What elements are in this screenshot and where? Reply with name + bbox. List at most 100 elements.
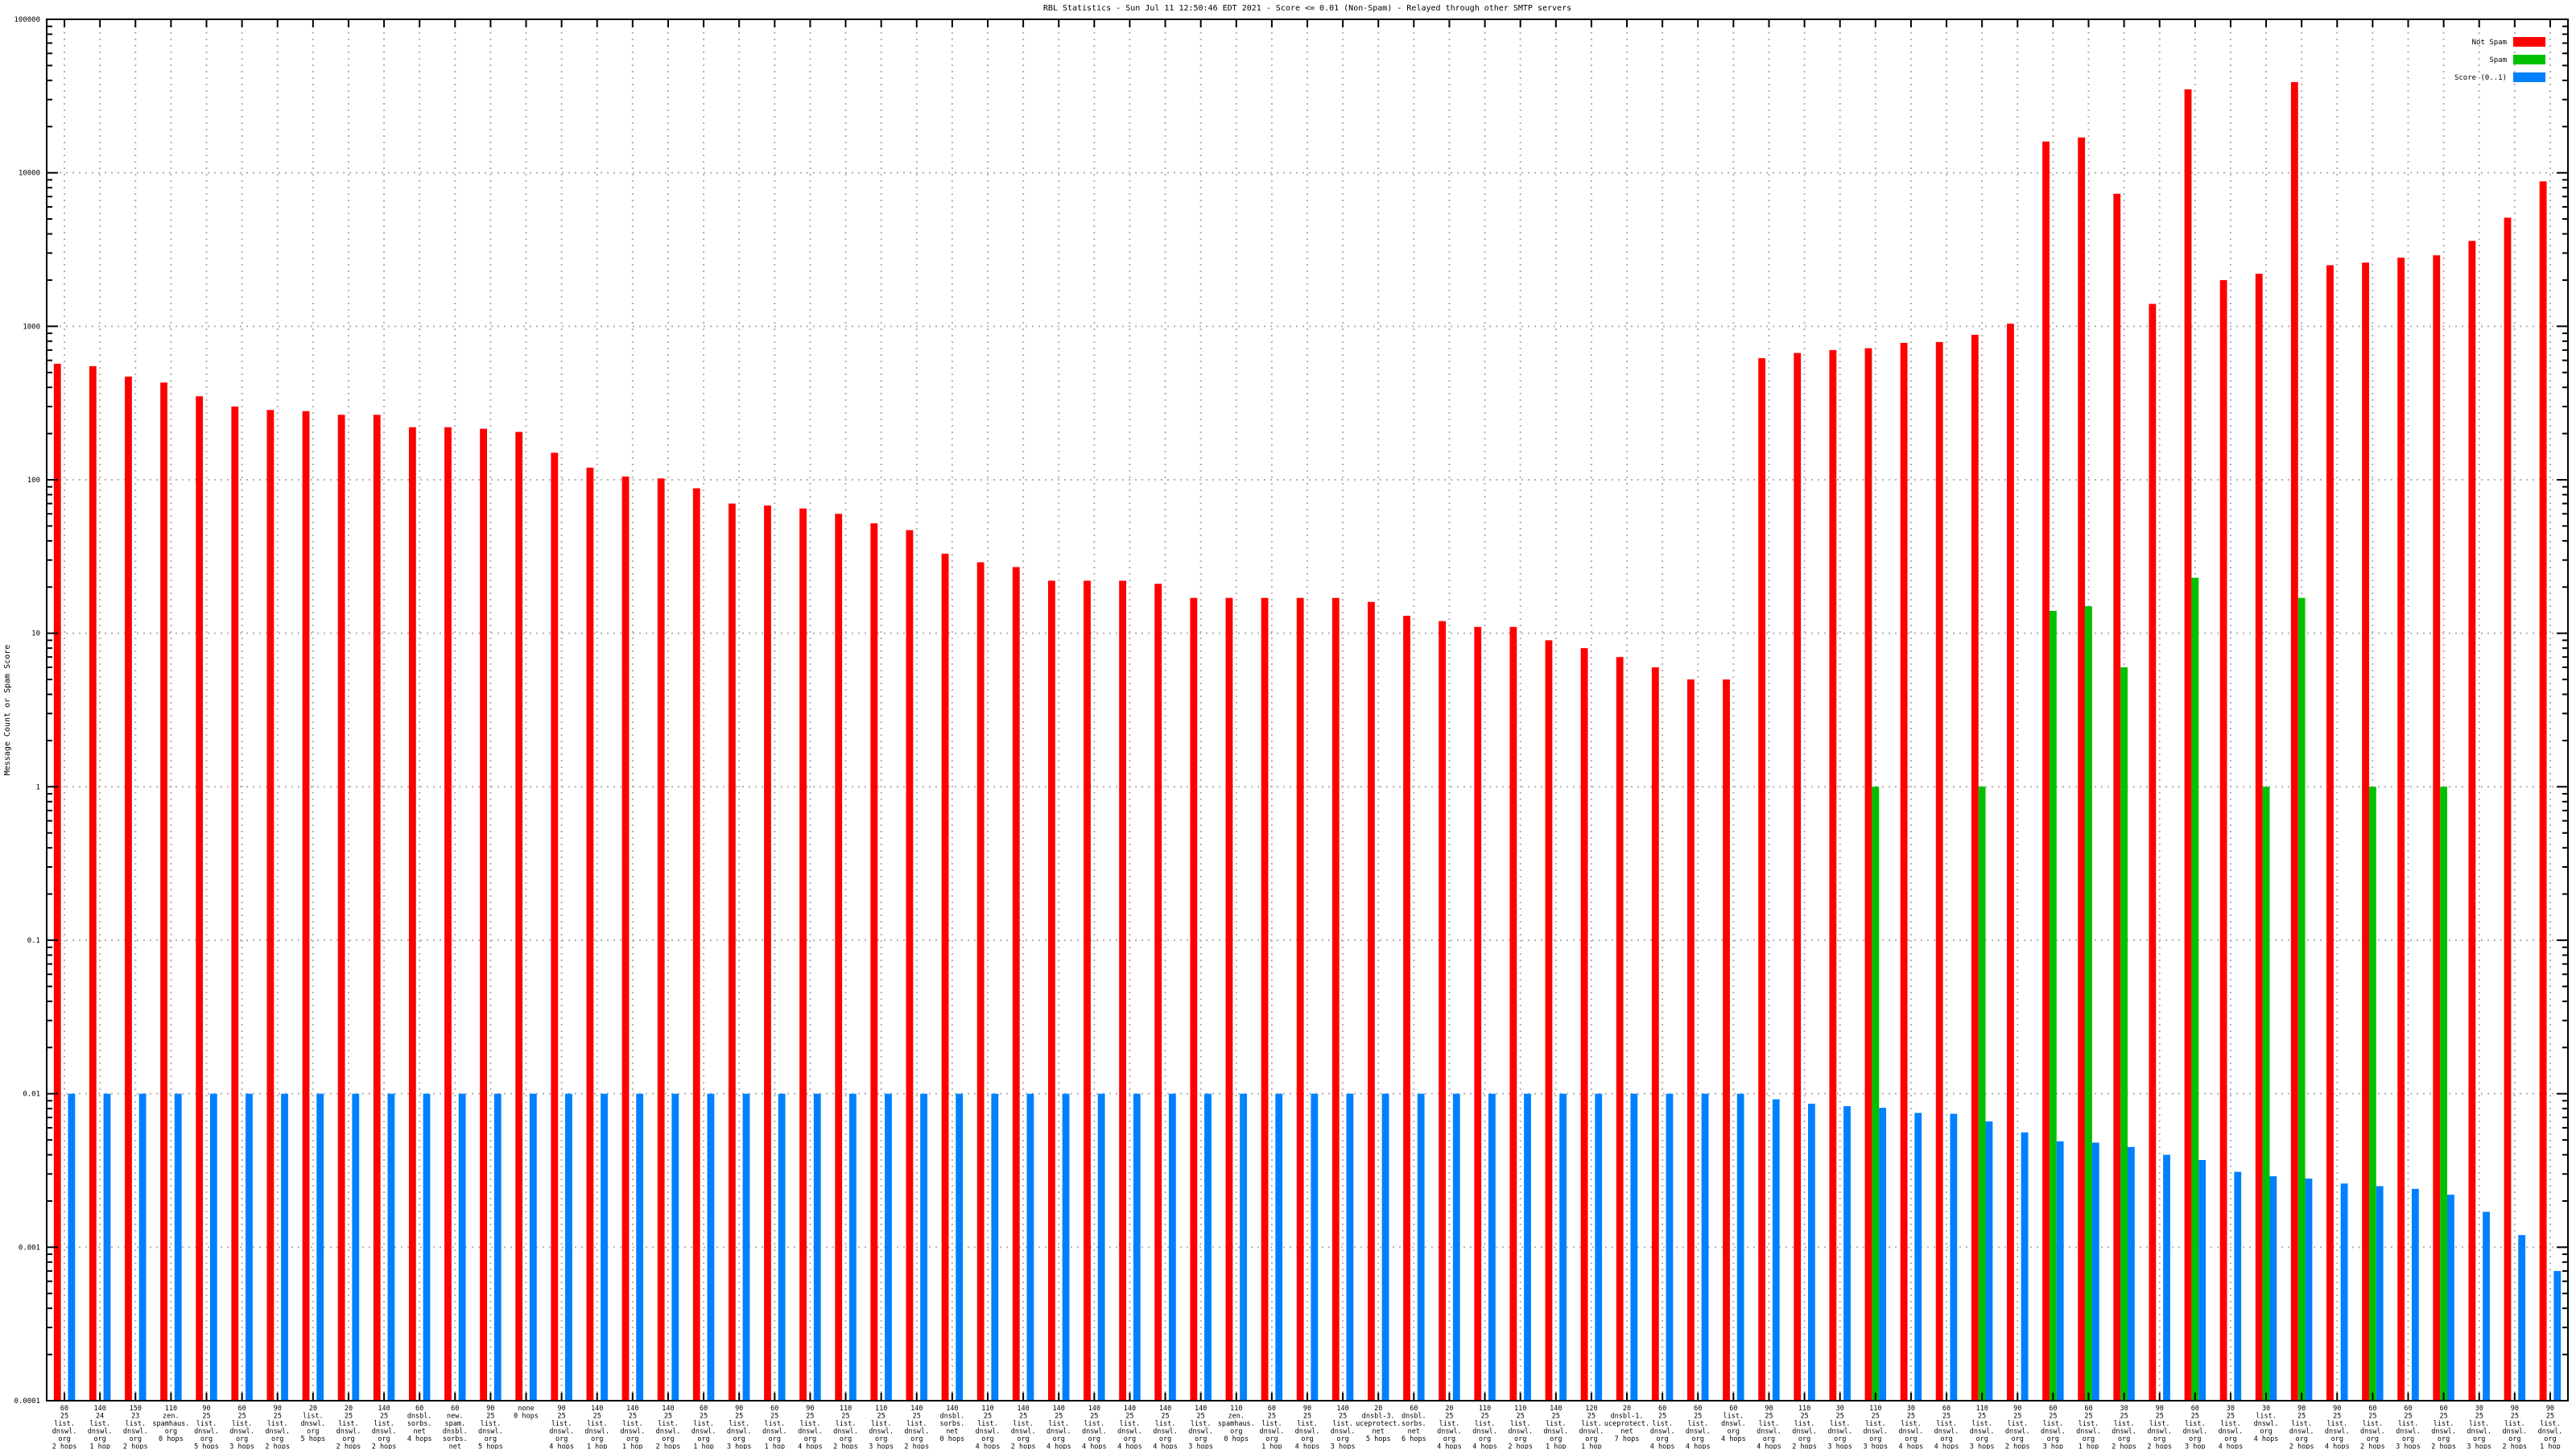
bar-score [920, 1093, 927, 1401]
bar-score [2234, 1171, 2242, 1401]
x-tick-label: 140 25 list. dnswl. org 1 hop [1543, 1405, 1568, 1449]
bar-not-spam [1367, 601, 1375, 1401]
bar-score [529, 1093, 537, 1401]
x-tick-label: 60 25 list. dnswl. org 1 hop [762, 1405, 787, 1449]
x-tick-label: 90 25 list. dnswl. org 4 hops [2325, 1405, 2350, 1449]
y-tick-label: 1 [36, 783, 40, 791]
x-tick-label: 110 25 list. dnswl. org 3 hops [1970, 1405, 1995, 1449]
bar-not-spam [941, 553, 949, 1401]
y-axis-label: Message Count or Spam Score [3, 645, 12, 776]
x-tick-label: 110 25 list. dnswl. org 3 hops [1863, 1405, 1888, 1449]
bar-spam [1978, 786, 1986, 1401]
x-tick-label: 140 25 list. dnswl. org 4 hops [1046, 1405, 1071, 1449]
bar-score [2021, 1132, 2029, 1401]
x-tick-label: 140 25 list. dnswl. org 2 hops [372, 1405, 397, 1449]
x-tick-label: 60 25 list. dnswl. org 3 hop [2041, 1405, 2066, 1449]
bar-not-spam [1190, 597, 1198, 1401]
y-tick-label: 1000 [23, 323, 40, 331]
x-tick-label: 110 25 list. dnswl. org 2 hops [1508, 1405, 1533, 1449]
bar-not-spam [799, 508, 807, 1402]
bar-score [1204, 1093, 1212, 1401]
bar-not-spam [125, 376, 132, 1402]
bar-not-spam [1509, 626, 1517, 1401]
bar-not-spam [53, 363, 61, 1401]
bar-not-spam [2504, 217, 2512, 1401]
bar-score [68, 1093, 76, 1401]
bar-not-spam [2255, 274, 2263, 1402]
bar-not-spam [1651, 667, 1659, 1401]
bar-score [316, 1093, 324, 1401]
bar-not-spam [1225, 597, 1233, 1401]
bar-not-spam [1012, 567, 1020, 1402]
x-tick-label: 60 25 list. dnswl. org 4 hops [1934, 1405, 1959, 1449]
bar-score [1914, 1113, 1922, 1401]
bar-score [1488, 1093, 1496, 1401]
bar-not-spam [586, 467, 594, 1401]
bar-not-spam [302, 411, 310, 1401]
x-tick-label: 30 25 list. dnswl. org 3 hops [2467, 1405, 2491, 1449]
bar-not-spam [1794, 353, 1802, 1401]
bar-not-spam [231, 407, 239, 1402]
x-tick-label: 60 25 list. dnswl. org 4 hops [1686, 1405, 1711, 1449]
bar-not-spam [1331, 597, 1340, 1401]
bar-score [2305, 1179, 2313, 1401]
x-tick-label: none 0 hops [514, 1405, 539, 1421]
x-tick-label: 110 25 list. dnswl. org 2 hops [1792, 1405, 1817, 1449]
bar-not-spam [2539, 181, 2547, 1402]
bar-score [1168, 1093, 1176, 1401]
bar-score [1275, 1093, 1283, 1401]
x-tick-label: 90 25 list. dnswl. org 4 hops [549, 1405, 574, 1449]
bar-score [1879, 1108, 1887, 1401]
bar-score [1701, 1093, 1709, 1401]
bar-not-spam [515, 431, 523, 1401]
bar-not-spam [2397, 258, 2405, 1401]
x-axis: 60 25 list. dnswl. org 2 hops 140 24 list. dnswl.… [52, 19, 2562, 1449]
x-tick-label: 90 25 list. dnswl. org 4 hops [1295, 1405, 1320, 1449]
bar-score [2518, 1235, 2526, 1401]
x-tick-label: 110 25 list. dnswl. org 4 hops [976, 1405, 1001, 1449]
bar-score [1559, 1093, 1567, 1401]
bar-not-spam [2433, 255, 2441, 1401]
bar-score [1950, 1113, 1958, 1401]
bar-not-spam [1758, 357, 1766, 1401]
x-tick-label: 90 25 list. dnswl. org 5 hops [194, 1405, 219, 1449]
bar-score [352, 1093, 360, 1401]
bar-not-spam [976, 562, 985, 1401]
bar-spam [2262, 786, 2270, 1401]
bar-score [601, 1093, 608, 1401]
bar-not-spam [2007, 324, 2014, 1401]
bar-score [423, 1093, 431, 1401]
legend-swatch [2513, 55, 2545, 64]
bar-not-spam [1296, 597, 1304, 1401]
bar-not-spam [2468, 241, 2476, 1401]
bar-score [103, 1093, 111, 1401]
x-tick-label: 90 25 list. dnswl. org 2 hops [2502, 1405, 2527, 1449]
bar-not-spam [1084, 580, 1091, 1401]
bar-not-spam [1616, 657, 1624, 1401]
x-tick-label: 60 25 list. dnswl. org 2 hops [52, 1405, 77, 1449]
x-tick-label: 60 25 list. dnswl. org 2 hops [2360, 1405, 2385, 1449]
x-tick-label: 20 25 list. dnswl. org 4 hops [1437, 1405, 1462, 1449]
x-tick-label: 140 25 list. dnswl. org 4 hops [1117, 1405, 1142, 1449]
bar-spam [2440, 786, 2448, 1401]
bar-not-spam [870, 523, 878, 1401]
bar-score [636, 1093, 644, 1401]
bar-score [281, 1093, 288, 1401]
chart-title: RBL Statistics - Sun Jul 11 12:50:46 EDT… [1043, 4, 1571, 13]
bar-not-spam [196, 396, 204, 1401]
x-tick-label: 150 23 list. dnswl. org 2 hops [123, 1405, 148, 1449]
x-tick-label: 90 25 list. dnswl. org 3 hops [727, 1405, 752, 1449]
bar-score [2269, 1176, 2277, 1401]
bar-spam [2120, 667, 2128, 1401]
x-tick-label: 90 25 list. dnswl. org 5 hops [478, 1405, 503, 1449]
x-tick-label: 110 25 list. dnswl. org 4 hops [1472, 1405, 1497, 1449]
bar-score [1452, 1093, 1460, 1401]
x-tick-label: 30 25 list. dnswl. org 2 hops [2112, 1405, 2136, 1449]
bar-score [707, 1093, 715, 1401]
legend-label: Spam [2489, 56, 2507, 64]
x-tick-label: 60 25 list. dnswl. org 4 hops [1650, 1405, 1675, 1449]
bar-score [2447, 1195, 2454, 1401]
bar-score [2483, 1212, 2490, 1401]
bar-score [458, 1093, 466, 1401]
bar-score [1311, 1093, 1319, 1401]
